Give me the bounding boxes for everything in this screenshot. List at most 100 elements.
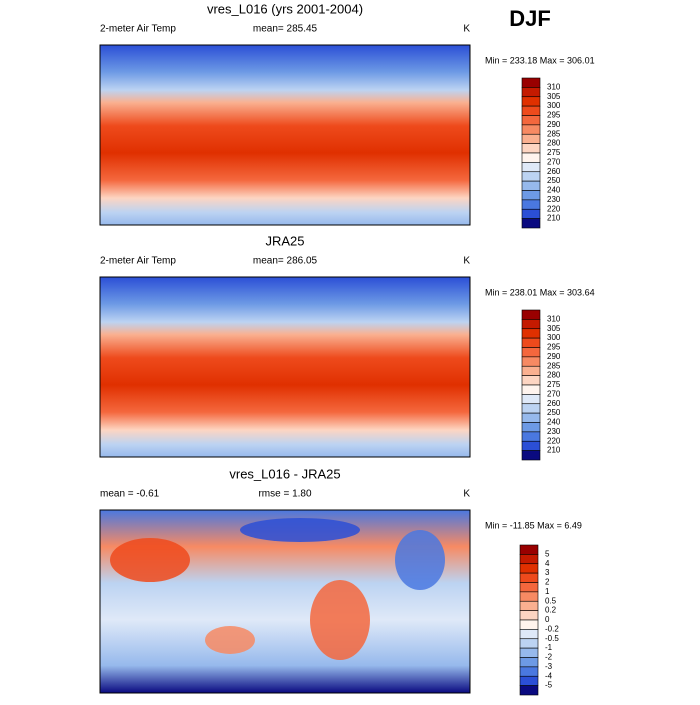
colorbar-box — [519, 629, 539, 640]
panel-title: vres_L016 (yrs 2001-2004) — [207, 1, 363, 16]
colorbar-box — [519, 685, 539, 696]
colorbar-box — [521, 77, 541, 88]
colorbar-box — [519, 619, 539, 630]
map-anomaly — [310, 580, 370, 660]
colorbar-box — [519, 657, 539, 668]
colorbar-box — [521, 208, 541, 219]
colorbar-box — [521, 143, 541, 154]
colorbar-box — [519, 666, 539, 677]
map-anomaly — [110, 538, 190, 582]
colorbar-box — [519, 638, 539, 649]
colorbar-label: 4 — [545, 559, 550, 568]
colorbar-box — [519, 600, 539, 611]
colorbar-box — [521, 422, 541, 433]
colorbar-label: 280 — [547, 371, 561, 380]
colorbar-label: 290 — [547, 352, 561, 361]
colorbar-label: 295 — [547, 343, 561, 352]
colorbar-box — [521, 218, 541, 229]
colorbar-box — [519, 582, 539, 593]
colorbar-label: 240 — [547, 418, 561, 427]
colorbar-box — [521, 171, 541, 182]
colorbar-box — [521, 375, 541, 386]
colorbar-box — [521, 309, 541, 320]
colorbar-label: 230 — [547, 427, 561, 436]
map-anomaly — [395, 530, 445, 590]
map-anomaly — [240, 518, 360, 542]
panel-left-label: 2-meter Air Temp — [100, 24, 176, 35]
panel-left-label: mean = -0.61 — [100, 489, 160, 500]
season-title: DJF — [509, 6, 551, 31]
colorbar-box — [519, 591, 539, 602]
colorbar-label: -4 — [545, 671, 553, 680]
panel-units: K — [463, 489, 470, 500]
colorbar-label: 3 — [545, 568, 550, 577]
colorbar-label: -5 — [545, 681, 553, 690]
colorbar-label: 1 — [545, 587, 550, 596]
colorbar-box — [521, 450, 541, 461]
colorbar-box — [521, 87, 541, 98]
colorbar-box — [521, 440, 541, 451]
colorbar-box — [521, 319, 541, 330]
colorbar-label: 305 — [547, 92, 561, 101]
colorbar-box — [521, 124, 541, 135]
colorbar-label: 250 — [547, 176, 561, 185]
colorbar-box — [519, 572, 539, 583]
colorbar-label: 310 — [547, 314, 561, 323]
map-anomaly — [205, 626, 255, 654]
colorbar-box — [521, 356, 541, 367]
colorbar-box — [519, 610, 539, 621]
colorbar-label: -1 — [545, 643, 553, 652]
colorbar-box — [521, 115, 541, 126]
colorbar-box — [521, 412, 541, 423]
panel-left-label: 2-meter Air Temp — [100, 256, 176, 267]
min-max-label: Min = 233.18 Max = 306.01 — [485, 55, 595, 65]
colorbar-label: 270 — [547, 389, 561, 398]
panel-title: JRA25 — [265, 233, 304, 248]
colorbar-label: 250 — [547, 408, 561, 417]
colorbar-label: 275 — [547, 148, 561, 157]
colorbar-box — [521, 347, 541, 358]
colorbar-box — [521, 152, 541, 163]
colorbar-box — [521, 337, 541, 348]
panel-center-label: mean= 285.45 — [253, 24, 318, 35]
colorbar-box — [519, 554, 539, 565]
colorbar-label: 5 — [545, 549, 550, 558]
colorbar-label: 220 — [547, 436, 561, 445]
colorbar-label: 270 — [547, 157, 561, 166]
colorbar-box — [521, 105, 541, 116]
colorbar-label: 310 — [547, 82, 561, 91]
colorbar-box — [521, 365, 541, 376]
colorbar-label: 210 — [547, 214, 561, 223]
colorbar-box — [519, 563, 539, 574]
colorbar-label: 260 — [547, 399, 561, 408]
colorbar-box — [521, 162, 541, 173]
colorbar-box — [521, 431, 541, 442]
colorbar-label: -3 — [545, 662, 553, 671]
colorbar-label: 220 — [547, 204, 561, 213]
colorbar-box — [519, 544, 539, 555]
colorbar-label: 0.5 — [545, 596, 557, 605]
colorbar-label: 285 — [547, 129, 561, 138]
map-field — [99, 44, 471, 226]
colorbar-box — [521, 180, 541, 191]
colorbar-label: 300 — [547, 101, 561, 110]
min-max-label: Min = -11.85 Max = 6.49 — [485, 520, 582, 530]
panel-units: K — [463, 256, 470, 267]
colorbar-label: 240 — [547, 186, 561, 195]
colorbar-label: -0.5 — [545, 634, 559, 643]
panel-title: vres_L016 - JRA25 — [229, 466, 340, 481]
colorbar-box — [521, 394, 541, 405]
map-field — [99, 276, 471, 458]
colorbar-label: 260 — [547, 167, 561, 176]
panel-units: K — [463, 24, 470, 35]
colorbar-box — [519, 647, 539, 658]
colorbar-box — [519, 675, 539, 686]
panel-center-label: rmse = 1.80 — [258, 489, 312, 500]
colorbar-label: 290 — [547, 120, 561, 129]
min-max-label: Min = 238.01 Max = 303.64 — [485, 287, 595, 297]
colorbar-label: 300 — [547, 333, 561, 342]
colorbar-box — [521, 328, 541, 339]
colorbar-label: 275 — [547, 380, 561, 389]
colorbar-label: 280 — [547, 139, 561, 148]
